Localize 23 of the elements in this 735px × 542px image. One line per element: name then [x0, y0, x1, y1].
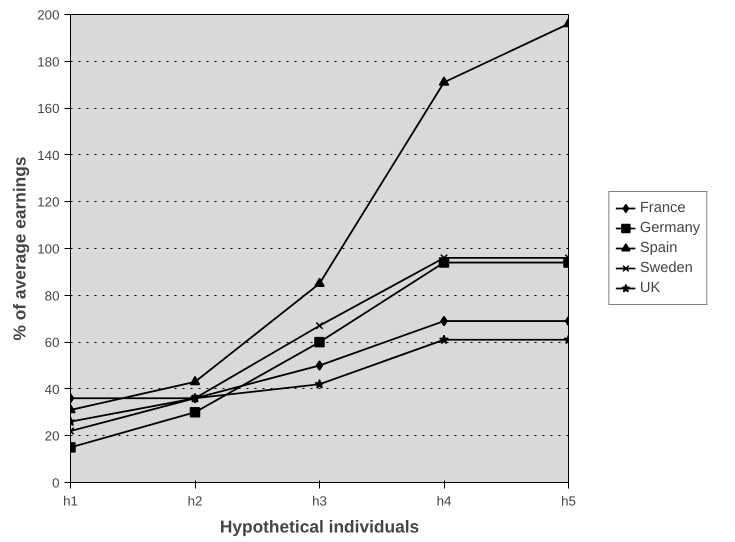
y-tick-label: 160 [37, 101, 60, 116]
y-axis-title: % of average earnings [9, 156, 30, 340]
x-tick-label: h2 [188, 494, 202, 508]
x-tick-label: h5 [561, 494, 576, 508]
y-tick-label: 20 [44, 428, 60, 444]
y-tick-label: 140 [37, 148, 60, 163]
legend-label: France [640, 200, 686, 216]
y-tick-label: 120 [37, 194, 60, 210]
x-tick-label: h1 [63, 494, 78, 508]
y-tick-label: 80 [44, 288, 60, 304]
y-tick-label: 100 [37, 242, 60, 256]
y-tick-label: 60 [44, 335, 60, 350]
x-tick-label: h4 [436, 494, 452, 508]
legend-label: Sweden [640, 260, 693, 276]
legend-label: Germany [640, 220, 700, 236]
y-tick-label: 40 [44, 382, 60, 397]
y-tick-label: 180 [37, 54, 60, 70]
x-axis-title: Hypothetical individuals [220, 516, 420, 536]
legend-label: UK [640, 280, 660, 296]
legend-label: Spain [640, 240, 678, 256]
x-tick-label: h3 [312, 494, 327, 508]
y-tick-label: 0 [52, 476, 60, 490]
y-tick-label: 200 [37, 8, 60, 22]
